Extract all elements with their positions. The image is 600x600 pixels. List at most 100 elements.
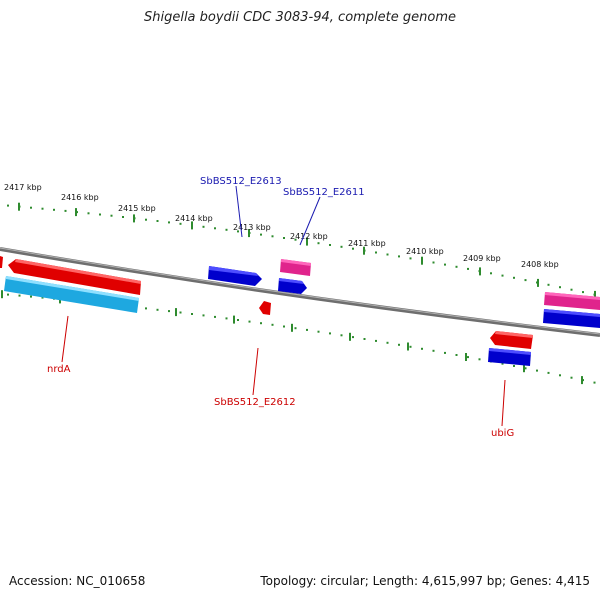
lower-major-tick (175, 308, 177, 317)
kbp-label-2410: 2410 kbp (406, 247, 444, 256)
upper-minor-tick (87, 212, 90, 215)
lower-minor-tick (214, 315, 216, 318)
gene-e2613[interactable] (208, 266, 262, 286)
gene-label-nrdA: nrdA (47, 364, 71, 375)
lower-major-tick (349, 332, 351, 341)
lower-minor-tick (536, 369, 538, 372)
upper-tick-track (7, 202, 596, 299)
upper-major-tick (191, 221, 193, 230)
upper-major-tick (594, 290, 596, 299)
lower-minor-tick (501, 362, 504, 365)
lower-minor-tick (145, 307, 147, 310)
gene-ubiG-blue[interactable] (488, 348, 531, 366)
kbp-label-2416: 2416 kbp (61, 193, 99, 202)
lower-minor-tick (30, 295, 32, 298)
lower-minor-tick (283, 325, 285, 328)
gene-label-e2611: SbBS512_E2611 (283, 187, 365, 198)
lower-minor-tick (248, 320, 251, 323)
upper-minor-tick (432, 261, 435, 264)
gene-label-e2613: SbBS512_E2613 (200, 176, 282, 187)
upper-minor-tick (64, 209, 67, 212)
lower-minor-tick (306, 328, 308, 331)
upper-minor-tick (582, 291, 584, 294)
lower-major-tick (291, 323, 293, 332)
kbp-label-2413: 2413 kbp (233, 223, 271, 232)
upper-major-tick (306, 237, 308, 246)
genome-summary: Topology: circular; Length: 4,615,997 bp… (260, 574, 590, 588)
gene-right-edge-pink[interactable] (544, 292, 600, 310)
lower-minor-tick (375, 339, 377, 342)
kbp-label-2417: 2417 kbp (4, 183, 42, 192)
callout-e2613 (235, 185, 243, 238)
lower-minor-tick (386, 341, 389, 344)
gene-label-e2612: SbBS512_E2612 (214, 397, 296, 408)
gene-e2612[interactable] (259, 301, 271, 315)
genome-backbone (0, 247, 600, 337)
upper-minor-tick (329, 244, 331, 246)
upper-minor-tick (7, 204, 9, 207)
lower-minor-tick (570, 376, 573, 379)
lower-minor-tick (260, 322, 262, 325)
upper-minor-tick (145, 218, 147, 221)
gene-nrdA-red[interactable] (8, 259, 141, 295)
gene-e2611-lower[interactable] (278, 278, 307, 294)
lower-minor-tick (352, 336, 354, 339)
gene-right-edge-blue[interactable] (543, 309, 600, 328)
lower-minor-tick (41, 296, 44, 299)
lower-minor-tick (559, 374, 561, 377)
upper-minor-tick (490, 272, 492, 275)
upper-major-tick (421, 256, 423, 265)
upper-minor-tick (455, 265, 458, 268)
upper-minor-tick (547, 283, 550, 286)
lower-minor-tick (478, 358, 481, 361)
upper-minor-tick (237, 230, 239, 233)
lower-minor-tick (271, 323, 274, 326)
lower-major-tick (523, 364, 525, 373)
upper-minor-tick (214, 227, 216, 230)
accession-label: Accession: NC_010658 (9, 574, 146, 588)
lower-major-tick (233, 315, 235, 324)
upper-minor-tick (559, 286, 561, 289)
upper-minor-tick (156, 220, 159, 222)
upper-minor-tick (30, 206, 32, 209)
upper-minor-tick (99, 213, 101, 216)
gene-ubiG-red[interactable] (490, 331, 533, 349)
upper-minor-tick (501, 274, 504, 277)
lower-minor-tick (409, 345, 412, 348)
upper-minor-tick (202, 225, 205, 228)
kbp-label-2411: 2411 kbp (348, 239, 386, 248)
upper-major-tick (479, 267, 481, 276)
lower-minor-tick (7, 293, 9, 296)
lower-major-tick (465, 353, 467, 361)
upper-major-tick (537, 278, 539, 287)
lower-minor-tick (179, 311, 182, 314)
gene-e2611-upper[interactable] (280, 259, 311, 276)
gene-nrdA-cyan[interactable] (4, 276, 139, 313)
upper-minor-tick (317, 242, 320, 245)
upper-minor-tick (398, 255, 400, 258)
lower-minor-tick (467, 356, 469, 359)
lower-minor-tick (593, 381, 596, 384)
upper-major-tick (363, 246, 365, 255)
kbp-label-2409: 2409 kbp (463, 254, 501, 263)
lower-minor-tick (444, 351, 446, 354)
lower-minor-tick (156, 308, 159, 311)
lower-minor-tick (455, 354, 458, 356)
gene-left-edge-red[interactable] (0, 256, 3, 268)
upper-minor-tick (179, 222, 182, 225)
upper-minor-tick (375, 251, 377, 254)
callout-ubiG (501, 379, 506, 427)
lower-minor-tick (294, 327, 297, 330)
lower-major-tick (1, 290, 3, 299)
lower-minor-tick (317, 330, 320, 333)
upper-major-tick (18, 202, 20, 211)
lower-minor-tick (432, 349, 435, 352)
map-title: Shigella boydii CDC 3083-94, complete ge… (143, 10, 457, 25)
lower-minor-tick (340, 334, 343, 337)
lower-major-tick (581, 376, 583, 385)
lower-minor-tick (18, 294, 21, 297)
lower-minor-tick (421, 347, 423, 350)
lower-minor-tick (513, 365, 515, 367)
lower-major-tick (407, 342, 409, 351)
